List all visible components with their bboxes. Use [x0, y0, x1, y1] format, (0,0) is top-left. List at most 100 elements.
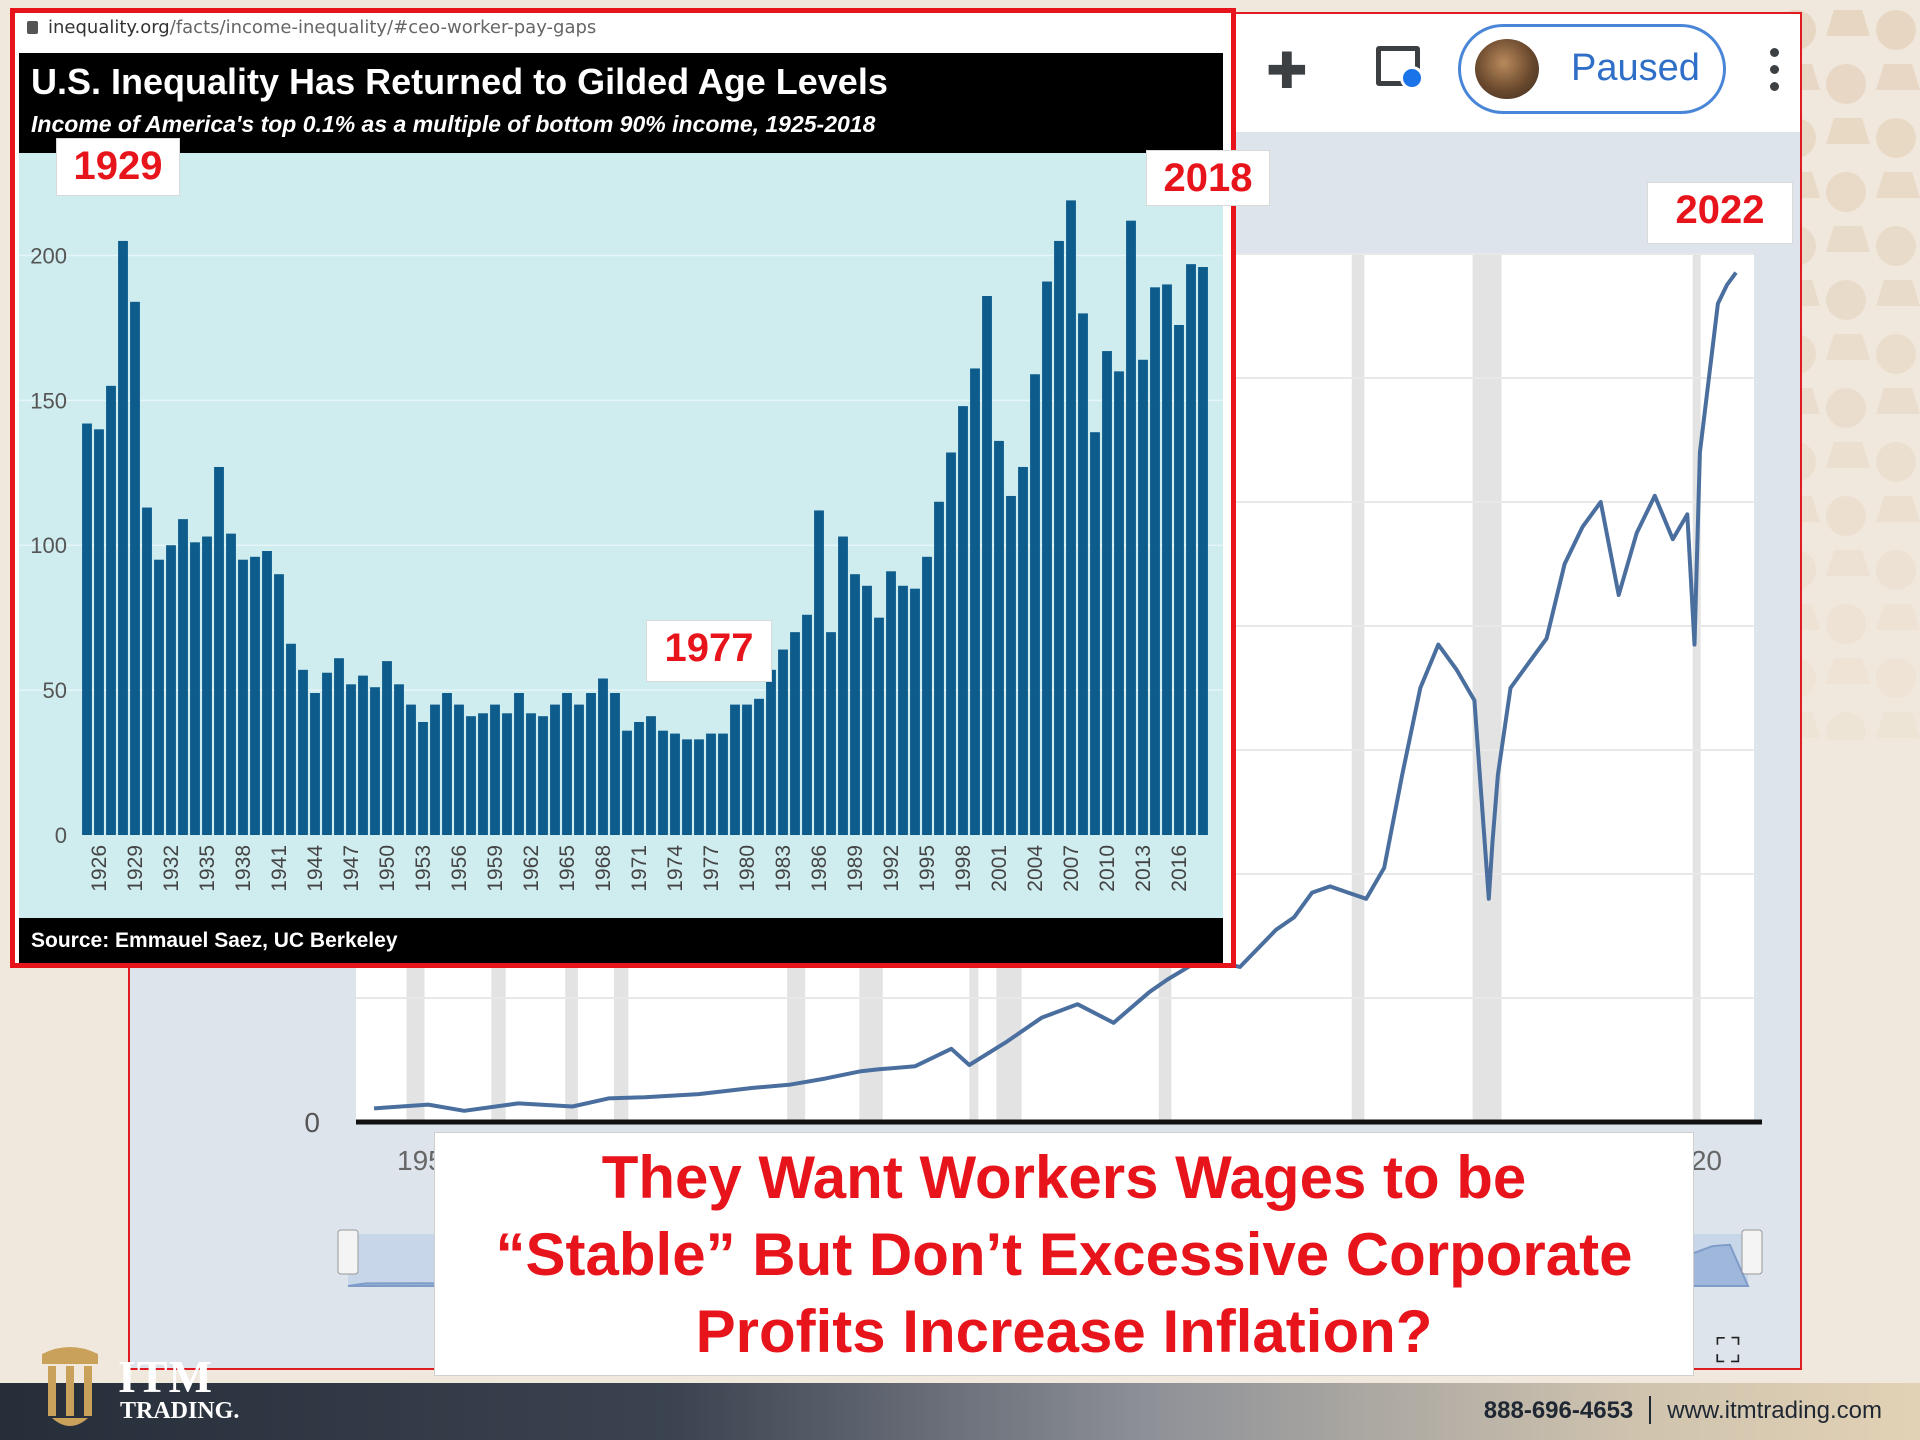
bar — [358, 675, 368, 835]
bar — [1126, 220, 1136, 835]
profile-paused-button[interactable]: Paused — [1458, 24, 1726, 114]
bar — [790, 632, 800, 835]
bar — [586, 693, 596, 835]
bar — [766, 669, 776, 835]
bar — [106, 385, 116, 835]
bar — [922, 556, 932, 835]
pattern-circle — [1876, 442, 1916, 482]
bar — [982, 296, 992, 836]
bar — [550, 704, 560, 835]
pattern-trapezoid — [1826, 10, 1870, 36]
y-tick-label: 50 — [43, 678, 67, 703]
bar — [370, 687, 380, 835]
bar — [274, 574, 284, 835]
pattern-trapezoid — [1826, 334, 1870, 360]
x-tick-label: 1926 — [88, 845, 111, 892]
bar — [1174, 324, 1184, 835]
bar — [406, 704, 416, 835]
callout-2022: 2022 — [1647, 182, 1793, 244]
bar — [310, 693, 320, 835]
pattern-trapezoid — [1826, 118, 1870, 144]
bar — [718, 733, 728, 835]
chart-subtitle: Income of America's top 0.1% as a multip… — [31, 111, 876, 137]
chart-header: U.S. Inequality Has Returned to Gilded A… — [19, 53, 1223, 153]
x-tick-label: 2001 — [988, 845, 1011, 892]
x-tick-label: 1962 — [520, 845, 543, 892]
website-link[interactable]: www.itmtrading.com — [1667, 1397, 1882, 1424]
pattern-circle — [1876, 658, 1916, 698]
pattern-circle — [1826, 280, 1866, 320]
x-tick-label: 1995 — [916, 845, 939, 892]
headline-line-3: Profits Increase Inflation? — [695, 1298, 1433, 1365]
pattern-circle — [1826, 712, 1866, 740]
bar — [502, 713, 512, 835]
pattern-circle — [1826, 64, 1866, 104]
bar — [622, 730, 632, 835]
recession-band — [1351, 254, 1365, 1122]
bar — [1138, 359, 1148, 835]
pattern-circle — [1876, 550, 1916, 590]
chart-source-bar: Source: Emmauel Saez, UC Berkeley — [19, 918, 1223, 963]
lock-icon — [27, 21, 38, 34]
bar — [538, 716, 548, 835]
bar — [1162, 284, 1172, 835]
x-tick-label: 1944 — [304, 845, 327, 892]
bar — [754, 698, 764, 835]
x-tick-label: 1980 — [736, 845, 759, 892]
bar — [838, 536, 848, 835]
bar — [814, 510, 824, 835]
pattern-trapezoid — [1876, 280, 1920, 306]
bar — [394, 684, 404, 835]
bar — [694, 739, 704, 835]
url-path: /facts/income-inequality/#ceo-worker-pay… — [169, 17, 597, 38]
footer-bar — [0, 1383, 1920, 1440]
pattern-trapezoid — [1876, 388, 1920, 414]
extensions-puzzle-icon[interactable]: ✚ — [1266, 42, 1308, 100]
bar — [802, 614, 812, 835]
bar — [994, 440, 1004, 835]
bar — [1078, 313, 1088, 835]
background-pattern — [1770, 0, 1920, 740]
x-tick-label: 1998 — [952, 845, 975, 892]
bar — [238, 559, 248, 835]
bar — [562, 693, 572, 835]
x-tick-label: 1971 — [628, 845, 651, 892]
bar — [1090, 432, 1100, 835]
y-tick-label: 0 — [55, 823, 67, 848]
callout-1977: 1977 — [646, 620, 772, 682]
bar — [298, 669, 308, 835]
phone-number[interactable]: 888-696-4653 — [1483, 1397, 1634, 1424]
fullscreen-icon[interactable]: ⛶ — [1716, 1332, 1740, 1370]
bar — [970, 368, 980, 835]
bar — [130, 301, 140, 835]
bar — [958, 406, 968, 835]
bar — [1150, 287, 1160, 835]
bar — [574, 704, 584, 835]
bar — [898, 585, 908, 835]
kebab-menu-icon[interactable] — [1770, 48, 1780, 99]
x-tick-label: 1950 — [376, 845, 399, 892]
bar — [1006, 495, 1016, 835]
y-tick-label: 0 — [304, 1107, 320, 1138]
y-tick-label: 100 — [30, 533, 67, 558]
bar — [430, 704, 440, 835]
sidebar-panel-icon[interactable] — [1376, 46, 1424, 90]
pattern-trapezoid — [1876, 604, 1920, 630]
bar — [142, 507, 152, 835]
pattern-circle — [1876, 334, 1916, 374]
pattern-circle — [1826, 388, 1866, 428]
inequality-bar-chart: 0 50 100 150 200 1926 1929 1932 1935 1938 1941 1944… — [19, 153, 1223, 918]
bar — [1066, 200, 1076, 835]
bar — [454, 704, 464, 835]
address-bar-url[interactable]: inequality.org/facts/income-inequality/#… — [27, 17, 596, 38]
x-tick-label: 1956 — [448, 845, 471, 892]
headline-box: They Want Workers Wages to be “Stable” B… — [434, 1132, 1694, 1376]
pattern-circle — [1826, 496, 1866, 536]
x-tick-label: 1947 — [340, 845, 363, 892]
x-tick-label: 1965 — [556, 845, 579, 892]
bar — [514, 693, 524, 835]
y-tick-label: 150 — [30, 388, 67, 413]
bar — [634, 721, 644, 835]
bar — [1018, 466, 1028, 835]
pattern-trapezoid — [1876, 172, 1920, 198]
